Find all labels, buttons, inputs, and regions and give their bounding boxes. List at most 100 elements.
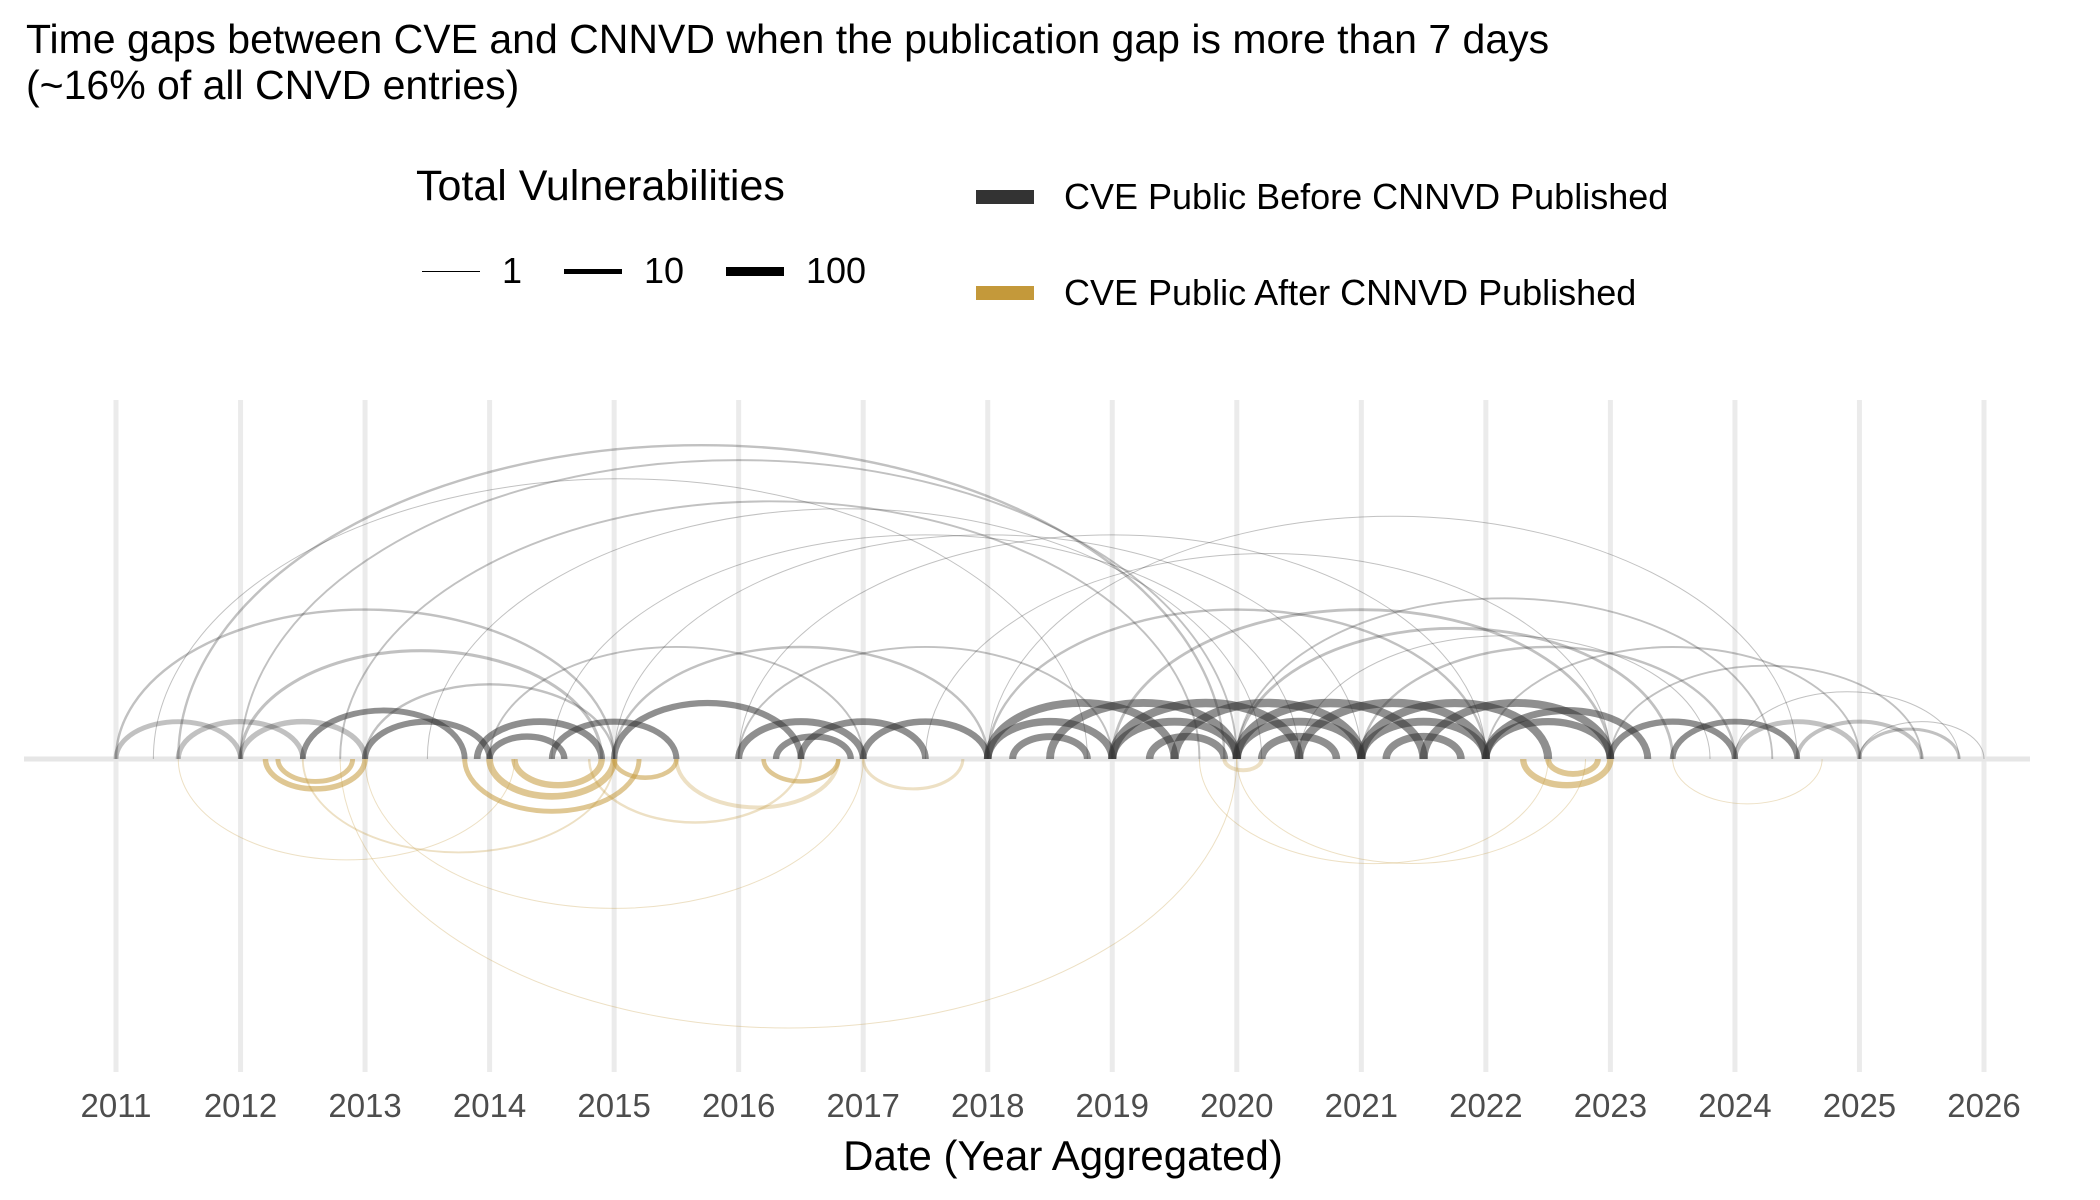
arc-after (339, 758, 1238, 1029)
arc-before (473, 718, 606, 760)
arc-after (1545, 758, 1601, 777)
x-tick-label: 2016 (702, 1087, 775, 1124)
x-tick-label: 2011 (81, 1087, 152, 1124)
subtitle-line: (~16% of all CNVD entries) (26, 62, 520, 108)
size-key-10 (564, 268, 622, 274)
size-label: 10 (644, 250, 685, 291)
x-tick-label: 2013 (328, 1087, 401, 1124)
arc-before (1795, 719, 1924, 760)
arc-before (610, 699, 805, 760)
size-key-1 (422, 270, 480, 272)
legend-swatch-before (976, 190, 1034, 204)
x-tick-label: 2020 (1200, 1087, 1273, 1124)
x-tick-label: 2025 (1823, 1087, 1896, 1124)
arc-after (511, 758, 605, 789)
size-label: 100 (806, 250, 867, 291)
arc-before (1607, 718, 1739, 760)
arc-before (1482, 718, 1615, 760)
arc-before (1732, 719, 1862, 760)
arc-before (612, 645, 989, 760)
arc-before (113, 719, 243, 760)
x-tick-label: 2023 (1574, 1087, 1647, 1124)
x-axis-title: Date (Year Aggregated) (843, 1132, 1283, 1179)
arc-after (177, 758, 516, 861)
chart-title: Time gaps between CVE and CNNVD when the… (26, 16, 1549, 108)
arc-before (551, 534, 1300, 760)
arc-before (772, 733, 854, 760)
arc-before (1382, 732, 1465, 760)
arc-before (987, 515, 1798, 760)
arc-before (177, 444, 1226, 760)
arc-after (861, 758, 965, 791)
arc-after (1222, 758, 1264, 773)
arc-after (674, 758, 841, 810)
arc-before (986, 608, 1488, 760)
arc-after (761, 758, 841, 784)
arc-before (488, 645, 865, 760)
arc-after (364, 758, 864, 909)
x-tick-label: 2022 (1449, 1087, 1522, 1124)
size-legend-title: Total Vulnerabilities (416, 162, 785, 210)
arc-before (924, 553, 1611, 760)
arc-after (588, 758, 803, 824)
arc-before (1110, 608, 1612, 760)
arc-after (486, 758, 618, 800)
x-tick-label: 2014 (453, 1087, 526, 1124)
arc-after (1672, 758, 1823, 805)
arc-before (1857, 727, 1961, 760)
arc-before (859, 718, 992, 760)
size-label: 1 (502, 250, 523, 291)
x-tick-label: 2012 (204, 1087, 277, 1124)
x-tick-label: 2019 (1076, 1087, 1149, 1124)
color-legend-before: CVE Public Before CNNVD Published (976, 176, 1668, 218)
arc-before (1858, 721, 1985, 760)
arc-after (1198, 758, 1549, 864)
arc-before (1734, 691, 1960, 760)
arc-before (299, 707, 468, 760)
arc-before (735, 718, 867, 760)
legend-label: CVE Public After CNNVD Published (1064, 272, 1637, 313)
arc-before (738, 534, 1487, 760)
arc-after (611, 758, 679, 780)
arc-before (426, 508, 1263, 760)
arc-before (1009, 733, 1091, 760)
legend-swatch-after (976, 286, 1034, 300)
color-legend-after: CVE Public After CNNVD Published (976, 272, 1636, 314)
size-legend-item: 10 (564, 250, 684, 292)
arc-before (1108, 717, 1241, 760)
arc-before (1145, 732, 1229, 760)
size-legend-item: 100 (726, 250, 866, 292)
arc-before (1235, 626, 1675, 760)
arc-before (1609, 665, 1923, 760)
arc-before (175, 719, 306, 760)
arc-before (1235, 598, 1774, 760)
arc-before (238, 649, 604, 760)
arc-before (239, 459, 1238, 760)
arc-before (797, 718, 929, 760)
x-tick-label: 2015 (577, 1087, 650, 1124)
size-legend-item: 1 (422, 250, 522, 292)
arc-after (1520, 758, 1614, 789)
arc-before (152, 478, 1088, 760)
arc-before (237, 718, 368, 760)
arc-after (462, 758, 642, 814)
arc-before (114, 608, 616, 760)
x-tick-label: 2024 (1698, 1087, 1771, 1124)
arc-before (1669, 719, 1801, 760)
legend-label: CVE Public Before CNNVD Published (1064, 176, 1669, 217)
arc-before (1357, 717, 1490, 760)
arc-before (486, 733, 568, 760)
arc-after (262, 758, 368, 792)
arc-before (1232, 717, 1366, 760)
arc-before (339, 500, 1201, 760)
arc-before (1257, 732, 1341, 760)
arc-after (275, 758, 356, 784)
arc-after (301, 758, 616, 854)
arc-before (983, 717, 1117, 760)
x-tick-label: 2018 (951, 1087, 1024, 1124)
x-tick-label: 2021 (1325, 1087, 1398, 1124)
title-line: Time gaps between CVE and CNNVD when the… (26, 16, 1550, 62)
size-key-100 (726, 266, 784, 276)
x-tick-label: 2017 (826, 1087, 899, 1124)
